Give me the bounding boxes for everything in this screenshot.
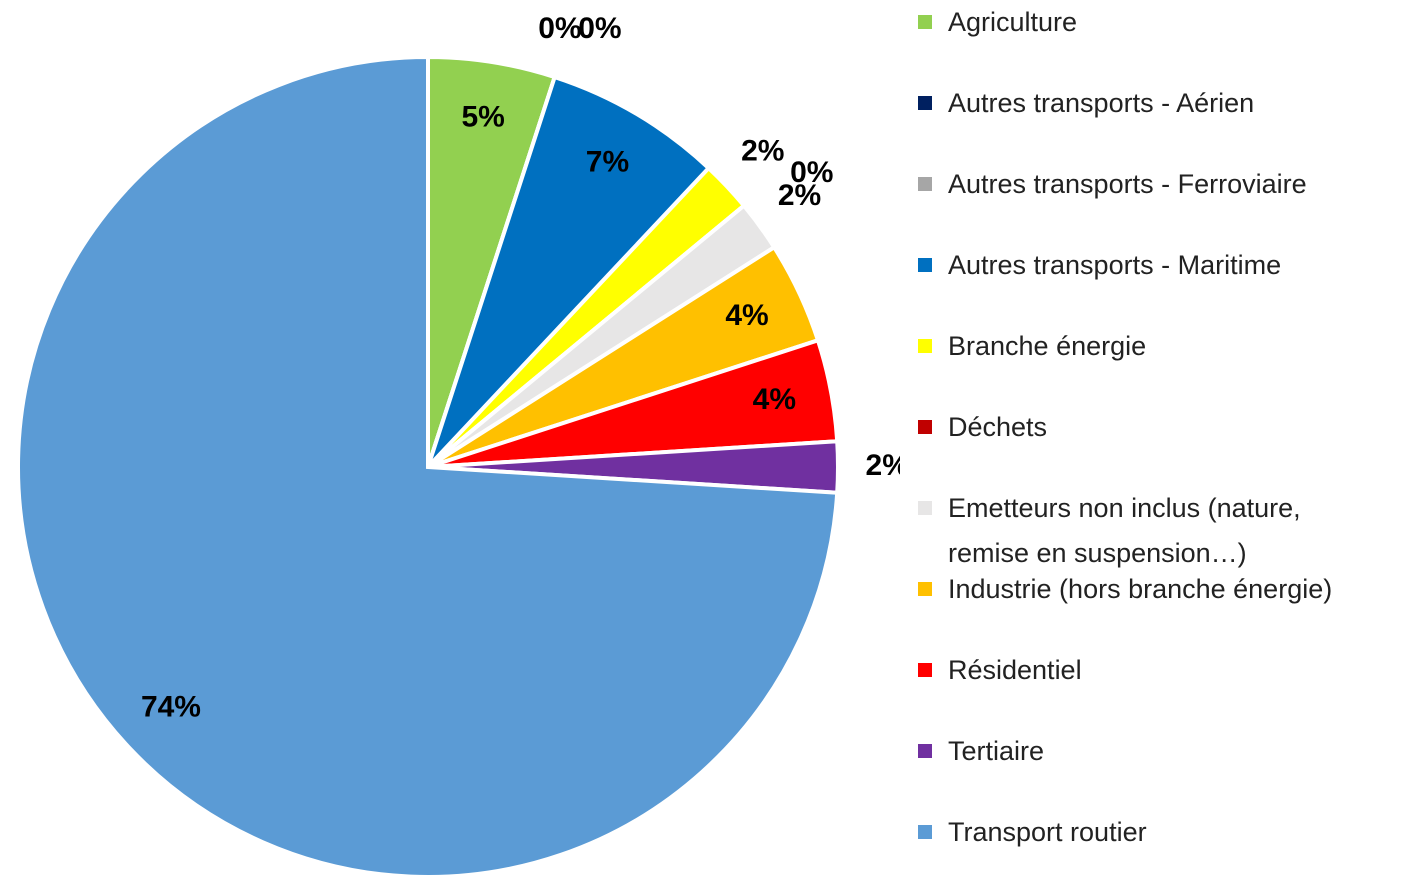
legend-label: Agriculture [948,7,1078,37]
data-label: 7% [586,145,629,178]
data-label: 74% [141,690,201,723]
legend-label: Déchets [948,412,1048,442]
data-label: 0% [790,156,833,189]
legend-item: Agriculture [918,0,1388,45]
legend-swatch [918,582,932,596]
legend-swatch [918,177,932,191]
legend-swatch [918,258,932,272]
pie-chart: 5%0%0%7%2%0%2%4%4%2%74% [16,12,900,877]
legend-swatch [918,744,932,758]
legend-swatch [918,15,932,29]
legend-label: Industrie (hors branche énergie) [948,574,1333,604]
legend-swatch [918,339,932,353]
legend-label: Tertiaire [948,736,1045,766]
pie-slice [426,74,712,469]
legend-label: Emetteurs non inclus (nature, remise en … [948,493,1301,568]
legend-swatch [918,663,932,677]
legend-label: Autres transports - Maritime [948,250,1282,280]
data-label: 4% [725,299,768,332]
data-label: 4% [753,383,796,416]
data-label: 2% [866,449,900,482]
legend-label: Autres transports - Aérien [948,88,1255,118]
legend-item: Emetteurs non inclus (nature, remise en … [918,486,1388,576]
legend-item: Transport routier [918,810,1388,855]
legend-label: Branche énergie [948,331,1147,361]
data-label: 0% [578,12,621,45]
legend-item: Résidentiel [918,648,1388,693]
legend-item: Autres transports - Maritime [918,243,1388,288]
legend-label: Résidentiel [948,655,1082,685]
data-label: 0% [538,12,581,45]
legend-item: Déchets [918,405,1388,450]
legend-item: Branche énergie [918,324,1388,369]
data-label: 5% [461,101,504,134]
legend-swatch [918,96,932,110]
legend-item: Autres transports - Ferroviaire [918,162,1388,207]
legend-label: Transport routier [948,817,1147,847]
legend-swatch [918,420,932,434]
legend-item: Industrie (hors branche énergie) [918,567,1388,612]
legend-swatch [918,501,932,515]
data-label: 2% [741,135,784,168]
legend-item: Autres transports - Aérien [918,81,1388,126]
pie-slice [16,54,840,877]
legend-swatch [918,825,932,839]
legend-label: Autres transports - Ferroviaire [948,169,1307,199]
data-label: 2% [778,179,821,212]
legend-item: Tertiaire [918,729,1388,774]
